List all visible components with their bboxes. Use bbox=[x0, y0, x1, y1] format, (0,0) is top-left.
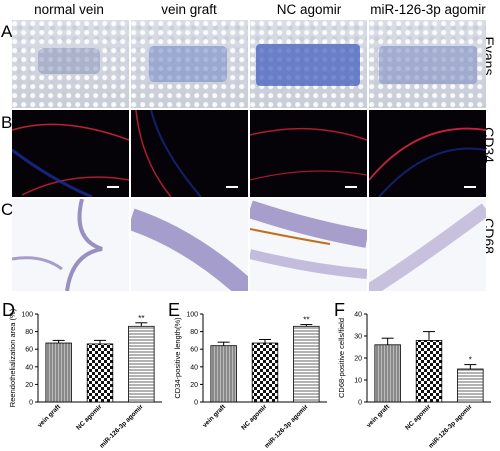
cd68-image-mir-agomir bbox=[369, 199, 486, 291]
cd68-image-vein-graft bbox=[131, 199, 248, 291]
x-tick-label: NC agomir bbox=[240, 403, 269, 432]
y-axis-label: CD34-positive length(%) bbox=[173, 317, 182, 399]
bar bbox=[251, 342, 279, 403]
x-tick-label: vein graft bbox=[201, 403, 227, 429]
x-tick-label: vein graft bbox=[365, 403, 391, 429]
column-header-vein-graft: vein graft bbox=[161, 2, 217, 17]
panel-letter-f: F bbox=[334, 300, 345, 320]
evans-image-normal-vein bbox=[12, 20, 129, 108]
y-tick-label: 100 bbox=[186, 312, 198, 319]
panel-letter-a: A bbox=[1, 22, 13, 41]
chart-f: CD68-positive cells/field 0 10 20 30 40 vein g… bbox=[337, 300, 499, 450]
y-tick-label: 40 bbox=[354, 312, 362, 319]
evans-image-nc-agomir bbox=[250, 20, 367, 108]
column-header-nc-agomir: NC agomir bbox=[276, 2, 342, 17]
y-tick-label: 20 bbox=[190, 382, 198, 389]
significance-label: ** bbox=[138, 314, 144, 323]
panel-letter-c: C bbox=[1, 200, 14, 219]
chart-d: Reendothelialization area (%) 0 20 40 60 80 10… bbox=[8, 300, 170, 450]
y-tick-label: 20 bbox=[25, 382, 33, 389]
cd68-image-normal-vein bbox=[12, 199, 129, 291]
x-tick-label: vein graft bbox=[36, 403, 62, 429]
y-tick-label: 30 bbox=[354, 334, 362, 341]
bar bbox=[86, 343, 114, 403]
y-tick-label: 0 bbox=[194, 400, 198, 407]
y-tick-label: 40 bbox=[190, 364, 198, 371]
panel-letter-e: E bbox=[168, 300, 181, 320]
y-axis-label: Reendothelialization area (%) bbox=[8, 308, 17, 407]
bar bbox=[293, 325, 320, 403]
cd68-image-nc-agomir bbox=[250, 199, 367, 291]
chart-e: CD34-positive length(%) 0 20 40 60 80 100 vein … bbox=[173, 300, 335, 450]
x-tick-label: miR-126-3p agomir bbox=[427, 403, 474, 450]
evans-image-vein-graft bbox=[131, 20, 248, 108]
y-tick-label: 100 bbox=[21, 312, 33, 319]
x-tick-label: miR-126-3p agomir bbox=[263, 403, 310, 450]
y-tick-label: 60 bbox=[190, 347, 198, 354]
bar bbox=[210, 345, 237, 403]
x-tick-label: miR-126-3p agomir bbox=[98, 403, 145, 450]
significance-label: ** bbox=[303, 316, 309, 325]
panel-letter-d: D bbox=[2, 300, 15, 320]
y-tick-label: 0 bbox=[358, 400, 362, 407]
x-tick-label: NC agomir bbox=[75, 403, 104, 432]
y-axis-label: CD68-positive cells/field bbox=[337, 318, 346, 398]
evans-image-mir-agomir bbox=[369, 20, 486, 108]
column-header-mir-agomir: miR-126-3p agomir bbox=[370, 2, 486, 17]
y-tick-label: 20 bbox=[354, 356, 362, 363]
cd34-image-normal-vein bbox=[12, 110, 129, 197]
cd34-image-nc-agomir bbox=[250, 110, 367, 197]
y-tick-label: 10 bbox=[354, 378, 362, 385]
bar bbox=[415, 340, 443, 403]
y-tick-label: 60 bbox=[25, 347, 33, 354]
bar bbox=[128, 325, 155, 403]
cd34-image-mir-agomir bbox=[369, 110, 486, 197]
significance-label: * bbox=[469, 356, 472, 365]
y-tick-label: 80 bbox=[190, 329, 198, 336]
panel-letter-b: B bbox=[1, 113, 13, 132]
bar bbox=[374, 344, 401, 403]
bar bbox=[457, 368, 484, 403]
column-header-normal-vein: normal vein bbox=[34, 2, 104, 17]
x-tick-label: NC agomir bbox=[404, 403, 433, 432]
bar bbox=[45, 342, 72, 403]
y-tick-label: 0 bbox=[29, 400, 33, 407]
cd34-image-vein-graft bbox=[131, 110, 248, 197]
y-tick-label: 80 bbox=[25, 329, 33, 336]
y-tick-label: 40 bbox=[25, 364, 33, 371]
